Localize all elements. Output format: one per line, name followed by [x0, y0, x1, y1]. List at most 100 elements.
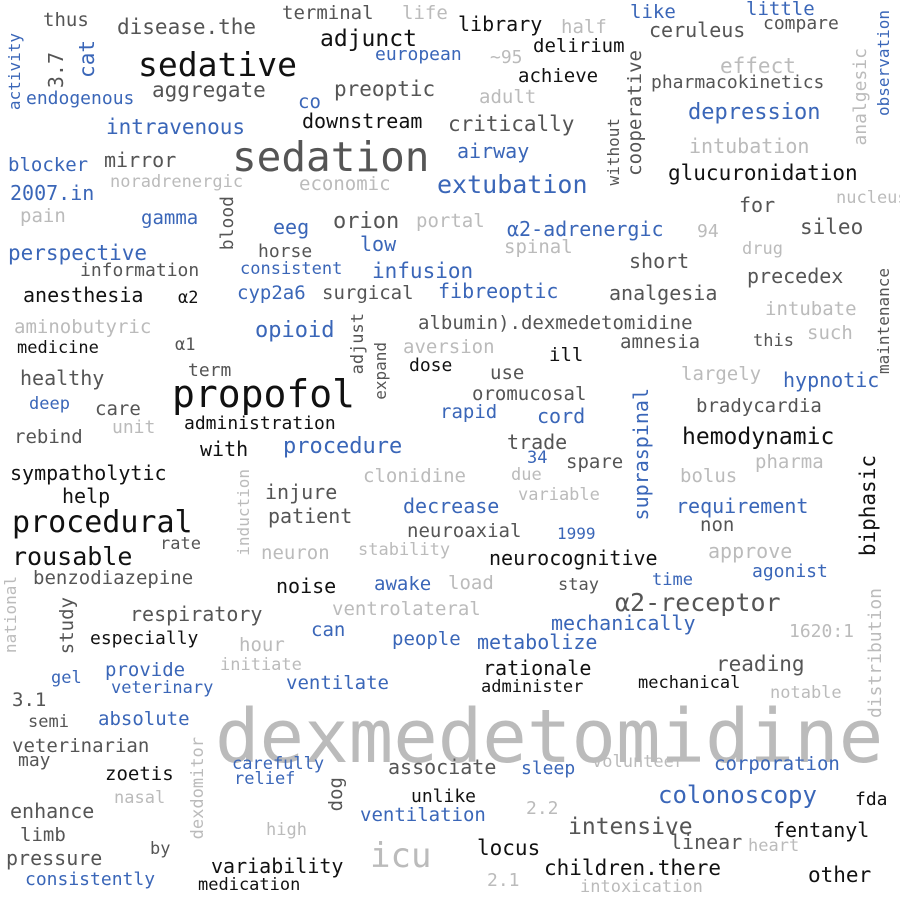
word-variable: variable: [518, 485, 600, 505]
word-agonist: agonist: [752, 561, 828, 582]
word-reading: reading: [716, 652, 805, 676]
word-children-there: children.there: [544, 856, 722, 880]
word-approve: approve: [708, 539, 793, 563]
word-economic: economic: [299, 173, 391, 195]
word-2-2: 2.2: [526, 798, 559, 819]
word-absolute: absolute: [98, 708, 190, 730]
word-disease-the: disease.the: [117, 15, 257, 39]
word-ill: ill: [549, 344, 584, 366]
word-such: such: [807, 322, 853, 344]
word-veterinarian: veterinarian: [12, 735, 150, 757]
word-fentanyl: fentanyl: [773, 818, 870, 842]
word-may: may: [18, 750, 51, 771]
word-cooperative: cooperative: [624, 50, 646, 176]
word-awake: awake: [374, 573, 432, 595]
word-2-1: 2.1: [487, 870, 520, 891]
word-1999: 1999: [557, 524, 596, 543]
word-drug: drug: [742, 239, 783, 259]
word-bolus: bolus: [680, 465, 738, 487]
word-provide: provide: [105, 659, 186, 681]
word-deep: deep: [29, 394, 70, 414]
word-due: due: [511, 465, 542, 485]
word-stay: stay: [558, 575, 599, 595]
word-infusion: infusion: [372, 259, 474, 283]
word-medication: medication: [198, 875, 301, 895]
word-other: other: [808, 863, 872, 887]
word-ventilate: ventilate: [286, 672, 389, 694]
word-spinal: spinal: [504, 236, 573, 258]
word-noise: noise: [276, 574, 337, 598]
word-intoxication: intoxication: [580, 877, 703, 897]
word-biphasic: biphasic: [856, 455, 880, 557]
word-use: use: [490, 362, 525, 384]
word-surgical: surgical: [322, 282, 414, 304]
word-2007-in: 2007.in: [10, 181, 95, 205]
word-without: without: [604, 118, 623, 186]
word-rebind: rebind: [14, 426, 83, 448]
word-horse: horse: [258, 241, 313, 262]
word-like: like: [630, 1, 676, 23]
word-care: care: [95, 398, 141, 420]
word-mirror: mirror: [104, 148, 177, 172]
word-endogenous: endogenous: [26, 88, 135, 109]
word-half: half: [561, 16, 607, 38]
word-hemodynamic: hemodynamic: [682, 424, 835, 450]
word-94: 94: [697, 221, 719, 242]
word-gamma: gamma: [141, 207, 199, 229]
word-neurocognitive: neurocognitive: [489, 546, 658, 570]
word-analgesia: analgesia: [609, 281, 718, 305]
word-ventilation: ventilation: [360, 804, 486, 826]
word-rationale: rationale: [483, 656, 592, 680]
word-oromucosal: oromucosal: [472, 383, 587, 405]
word-mechanically: mechanically: [551, 611, 696, 635]
word-non: non: [700, 514, 735, 536]
word-aversion: aversion: [403, 336, 495, 358]
word-intravenous: intravenous: [106, 115, 246, 139]
word-respiratory: respiratory: [130, 602, 263, 626]
word-unit: unit: [112, 417, 156, 438]
word-pharma: pharma: [755, 451, 824, 473]
word-effect: effect: [720, 54, 796, 78]
word-3-7: 3.7: [44, 52, 68, 89]
word-airway: airway: [457, 139, 530, 163]
word-national: national: [1, 576, 20, 654]
word-procedural: procedural: [12, 505, 193, 540]
word-with: with: [200, 437, 249, 461]
word-sleep: sleep: [521, 758, 576, 779]
word-medicine: medicine: [17, 338, 99, 358]
word-sedation: sedation: [232, 133, 430, 181]
word-observation: observation: [874, 10, 893, 116]
word-portal: portal: [416, 210, 485, 232]
word-cat: cat: [75, 40, 99, 78]
word-requirement: requirement: [676, 494, 809, 518]
word-stability: stability: [358, 540, 451, 560]
word-anesthesia: anesthesia: [23, 283, 144, 307]
word-34: 34: [527, 448, 548, 468]
word-corporation: corporation: [714, 753, 840, 775]
word-administer: administer: [481, 677, 584, 697]
word-veterinary: veterinary: [111, 678, 214, 698]
word-term: term: [188, 360, 232, 381]
word-especially: especially: [90, 628, 199, 649]
word-fibreoptic: fibreoptic: [438, 279, 559, 303]
word-by: by: [150, 839, 171, 859]
word-extubation: extubation: [437, 170, 588, 199]
word-low: low: [360, 232, 397, 256]
word-semi: semi: [28, 712, 69, 732]
word-rate: rate: [160, 534, 201, 554]
word-aggregate: aggregate: [152, 78, 266, 102]
word-people: people: [392, 628, 461, 650]
word--95: ~95: [490, 47, 523, 68]
word-delirium: delirium: [533, 35, 625, 57]
word-depression: depression: [688, 100, 821, 125]
word-eeg: eeg: [273, 215, 310, 239]
word-cord: cord: [537, 404, 586, 428]
word-patient: patient: [268, 504, 353, 528]
word-opioid: opioid: [255, 318, 335, 343]
word-neuron: neuron: [261, 542, 330, 564]
word-cyp2a6: cyp2a6: [237, 282, 306, 304]
word-decrease: decrease: [403, 494, 500, 518]
word-perspective: perspective: [8, 241, 148, 265]
word-healthy: healthy: [20, 366, 105, 390]
